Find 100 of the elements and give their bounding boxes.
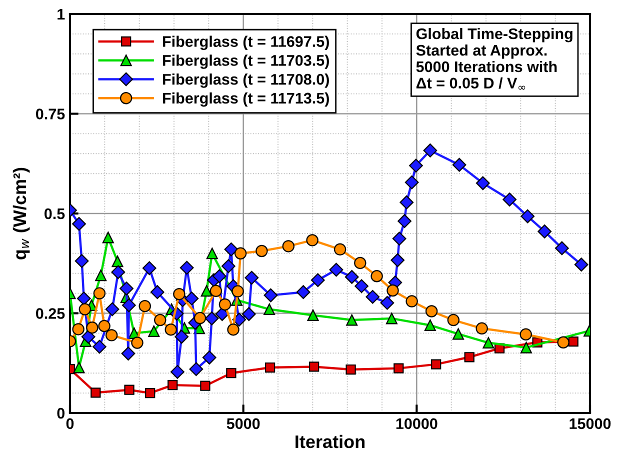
legend-label: Fiberglass (t = 11697.5): [163, 36, 329, 50]
point: [520, 342, 532, 354]
point: [227, 324, 240, 336]
point: [264, 303, 276, 316]
point: [554, 241, 569, 256]
point: [200, 380, 210, 391]
point: [148, 325, 160, 337]
point: [234, 247, 247, 260]
point: [111, 265, 126, 280]
point: [568, 336, 578, 347]
point: [242, 307, 256, 321]
point: [244, 270, 259, 285]
x-tick-label: 5000: [226, 418, 260, 430]
point: [232, 285, 244, 298]
point: [95, 270, 107, 282]
point: [138, 300, 151, 312]
point: [81, 330, 96, 344]
x-axis-title: Iteration: [296, 434, 364, 448]
y-tick-label: 0: [57, 408, 65, 419]
point: [72, 216, 86, 231]
point: [202, 350, 216, 364]
point: [90, 388, 101, 398]
point: [154, 314, 166, 326]
point: [105, 302, 120, 316]
point: [370, 270, 383, 282]
point: [538, 224, 552, 238]
point: [406, 295, 418, 308]
point: [72, 323, 84, 336]
point: [344, 270, 359, 284]
point: [423, 144, 438, 158]
point: [424, 319, 436, 331]
point: [520, 328, 532, 341]
point: [502, 192, 517, 206]
point: [452, 158, 466, 172]
point: [574, 258, 588, 272]
point: [170, 364, 184, 379]
point: [218, 298, 232, 311]
point: [74, 254, 89, 268]
point: [329, 262, 344, 277]
point: [308, 362, 320, 372]
point: [425, 305, 438, 318]
point: [392, 232, 406, 246]
legend-label: Fiberglass (t = 11708.0): [163, 74, 329, 88]
point: [124, 384, 134, 395]
point: [296, 285, 310, 300]
point: [180, 260, 194, 275]
point: [390, 253, 405, 268]
point: [93, 287, 106, 300]
point: [354, 279, 368, 294]
point: [409, 158, 423, 173]
point: [150, 285, 164, 300]
point: [142, 261, 156, 276]
point: [168, 380, 178, 390]
point: [334, 243, 346, 256]
point: [78, 303, 92, 316]
point: [145, 388, 156, 398]
x-tick-label: 10000: [396, 418, 438, 430]
point: [282, 240, 295, 252]
point: [306, 234, 318, 246]
point: [400, 195, 414, 210]
point: [264, 288, 278, 302]
point: [76, 292, 91, 306]
point: [226, 368, 236, 378]
point: [105, 329, 118, 342]
legend-label: Fiberglass (t = 11703.5): [163, 54, 329, 69]
point: [194, 312, 206, 324]
point: [520, 209, 535, 224]
point: [307, 309, 319, 322]
point: [73, 362, 85, 374]
x-tick-label: 0: [66, 418, 74, 430]
point: [212, 269, 226, 284]
point: [386, 284, 399, 297]
annotation: Global Time-Stepping Started at Approx. 5000 Iterations with Δt = 0.05 D / V$_{∞}$: [416, 28, 572, 90]
point: [221, 259, 236, 274]
point: [174, 330, 189, 344]
legend-label: Fiberglass (t = 11713.5): [163, 92, 329, 107]
point: [464, 352, 474, 362]
x-tick-label: 15000: [570, 418, 611, 430]
point: [404, 175, 419, 190]
point: [92, 340, 106, 354]
point: [386, 312, 398, 324]
point: [394, 363, 404, 374]
point: [354, 256, 366, 270]
point: [112, 256, 124, 268]
point: [346, 314, 358, 326]
point: [206, 248, 218, 260]
y-tick-label: 0.25: [36, 308, 65, 319]
point: [447, 314, 460, 326]
point: [380, 296, 394, 310]
point: [164, 324, 177, 336]
y-tick-label: 0.75: [36, 108, 65, 120]
point: [86, 322, 98, 334]
point: [184, 292, 199, 306]
point: [476, 176, 490, 190]
point: [173, 288, 186, 300]
point: [482, 337, 494, 349]
point: [98, 320, 110, 332]
point: [256, 244, 268, 258]
point: [200, 285, 212, 297]
point: [210, 284, 222, 298]
